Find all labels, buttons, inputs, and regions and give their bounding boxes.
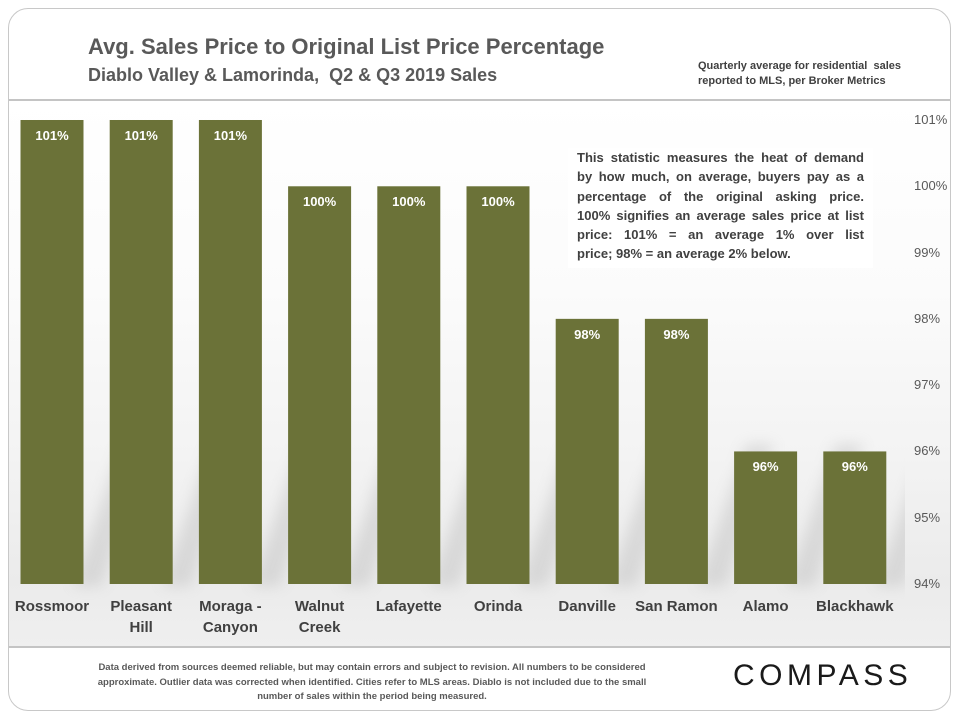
bar-orinda [466,186,530,585]
annotation-line: price: 101% = an average 1% over list [577,227,864,243]
annotation-line: by how much, on average, buyers pay as a [577,169,864,185]
value-label-alamo: 96% [752,459,779,475]
bar-shadow-blackhawk [876,501,905,586]
source-note-line: reported to MLS, per Broker Metrics [698,75,886,87]
value-label-pleasant-hill: 101% [124,128,158,143]
bar-pleasant-hill [109,120,173,584]
bar-alamo [734,451,798,584]
bar-walnut-creek [288,186,352,585]
annotation-line: This statistic measures the heat of dema… [577,150,864,165]
annotation-line: price; 98% = an average 2% below. [577,246,791,262]
bar-danville [555,318,619,584]
chart-title: Avg. Sales Price to Original List Price … [88,34,605,59]
category-label-walnut-creek: Walnut Creek [294,598,345,636]
value-label-moraga-canyon: 101% [213,128,248,143]
category-label-rossmoor: Rossmoor [14,598,90,615]
disclaimer-line: number of sales within the period being … [257,691,487,702]
category-label-alamo: Alamo [742,598,789,615]
chart-subtitle: Diablo Valley & Lamorinda, Q2 & Q3 2019 … [88,65,498,85]
value-label-rossmoor: 101% [35,128,69,143]
category-label-danville: Danville [558,598,616,615]
category-label-pleasant-hill: Pleasant Hill [110,598,173,636]
y-tick-label: 98% [914,310,941,326]
value-label-blackhawk: 96% [841,459,868,475]
category-label-moraga-canyon: Moraga - Canyon [199,598,262,636]
disclaimer-line: Data derived from sources deemed reliabl… [98,662,646,673]
y-tick-label: 100% [914,178,948,194]
y-tick-label: 99% [914,244,941,260]
annotation-box: This statistic measures the heat of dema… [568,148,873,268]
bar-rossmoor [20,120,84,584]
disclaimer: Data derived from sources deemed reliabl… [42,661,702,705]
y-tick-label: 97% [914,377,941,393]
y-tick-label: 94% [914,576,941,591]
compass-logo: COMPASS [733,659,913,692]
bar-san-ramon [644,318,708,584]
header-divider [9,99,950,101]
category-label-blackhawk: Blackhawk [816,598,894,615]
category-label-san-ramon: San Ramon [635,598,718,615]
y-tick-label: 95% [914,509,941,525]
y-tick-label: 101% [914,112,948,127]
bar-moraga-canyon [198,120,262,584]
annotation-line: 100% signifies an average sales price at… [577,207,864,223]
footer-divider [9,646,950,648]
disclaimer-line: approximate. Outlier data was corrected … [97,676,647,688]
value-label-san-ramon: 98% [663,326,690,342]
annotation-line: percentage of the original asking price. [577,188,864,204]
value-label-walnut-creek: 100% [302,194,337,210]
value-label-lafayette: 100% [392,194,426,210]
bar-lafayette [377,186,441,585]
bars-layer [20,120,887,585]
value-label-danville: 98% [574,326,601,342]
category-label-orinda: Orinda [473,598,523,615]
category-label-lafayette: Lafayette [375,598,442,615]
source-note: Quarterly average for residential sales … [698,59,901,89]
value-label-orinda: 100% [481,194,515,210]
source-note-line: Quarterly average for residential sales [698,60,901,72]
y-tick-label: 96% [914,443,941,459]
bar-blackhawk [823,451,887,584]
